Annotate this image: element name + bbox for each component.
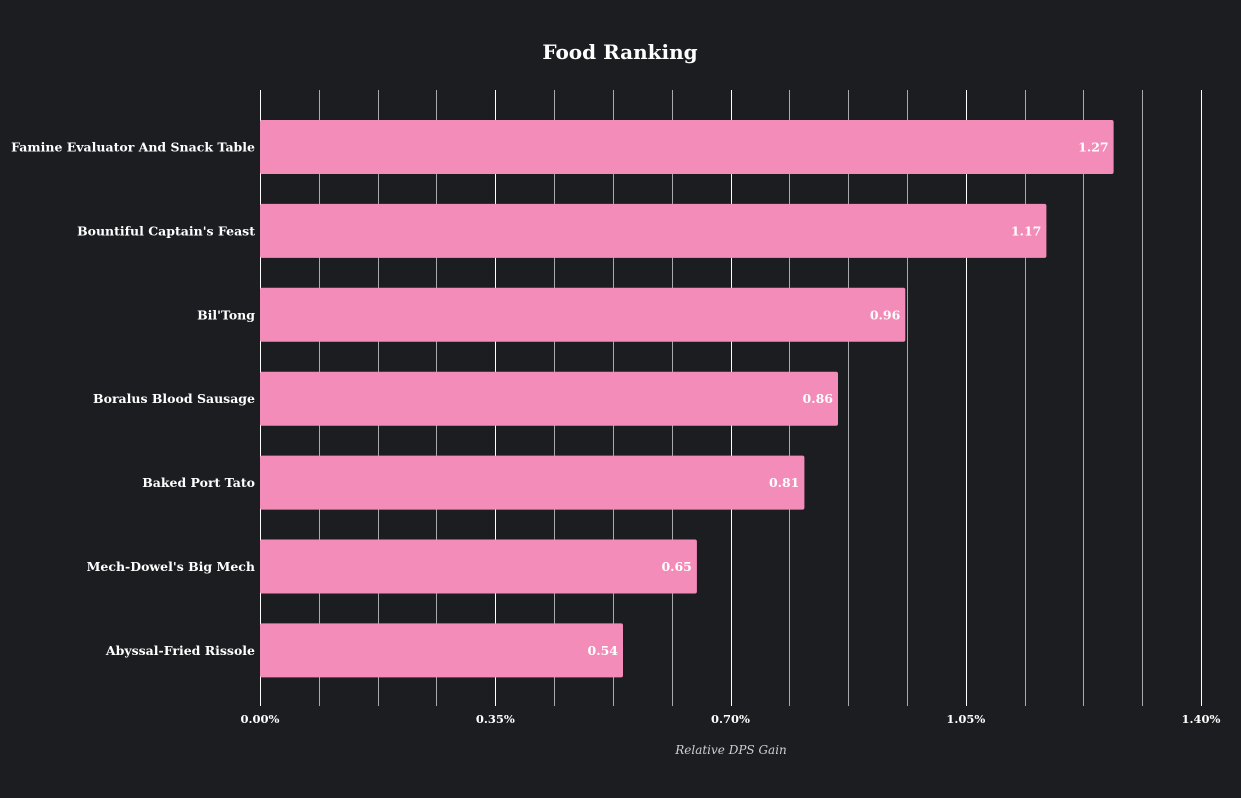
category-label: Abyssal-Fried Rissole bbox=[105, 643, 255, 658]
x-tick-label: 0.35% bbox=[476, 712, 515, 726]
x-tick-label: 1.05% bbox=[946, 712, 985, 726]
value-label: 1.17 bbox=[1011, 223, 1041, 238]
category-label: Boralus Blood Sausage bbox=[93, 391, 255, 406]
value-label: 0.86 bbox=[803, 391, 834, 406]
bar[interactable] bbox=[260, 120, 1114, 174]
chart-title: Food Ranking bbox=[542, 40, 697, 64]
bar[interactable] bbox=[260, 455, 805, 510]
value-label: 0.96 bbox=[870, 307, 901, 322]
bar[interactable] bbox=[260, 371, 838, 426]
bar[interactable] bbox=[260, 539, 697, 594]
category-label: Mech-Dowel's Big Mech bbox=[87, 559, 255, 574]
x-tick-label: 0.70% bbox=[711, 712, 750, 726]
category-label: Bil'Tong bbox=[197, 307, 255, 322]
value-label: 0.81 bbox=[769, 475, 799, 490]
category-label: Famine Evaluator And Snack Table bbox=[11, 139, 255, 154]
value-label: 1.27 bbox=[1078, 139, 1108, 154]
category-label: Baked Port Tato bbox=[142, 475, 255, 490]
x-tick-label: 1.40% bbox=[1182, 712, 1221, 726]
category-labels: Famine Evaluator And Snack Table Bountifu… bbox=[11, 139, 255, 658]
value-label: 0.54 bbox=[588, 643, 619, 658]
value-label: 0.65 bbox=[661, 559, 691, 574]
bars bbox=[260, 120, 1114, 678]
x-axis-label: Relative DPS Gain bbox=[674, 743, 787, 757]
x-axis-ticks: 0.00% 0.35% 0.70% 1.05% 1.40% bbox=[241, 712, 1221, 726]
value-labels: 1.27 1.17 0.96 0.86 0.81 0.65 0.54 bbox=[588, 139, 1109, 658]
bar[interactable] bbox=[260, 623, 623, 678]
x-tick-label: 0.00% bbox=[241, 712, 280, 726]
bar[interactable] bbox=[260, 287, 906, 342]
bar[interactable] bbox=[260, 203, 1047, 258]
category-label: Bountiful Captain's Feast bbox=[77, 223, 255, 238]
